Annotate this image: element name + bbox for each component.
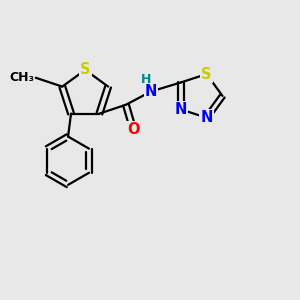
Text: N: N	[200, 110, 213, 125]
Text: H: H	[140, 73, 151, 85]
Text: S: S	[80, 62, 91, 77]
Text: N: N	[145, 84, 157, 99]
Text: S: S	[201, 67, 212, 82]
Text: N: N	[175, 102, 187, 117]
Text: CH₃: CH₃	[9, 71, 34, 84]
Text: O: O	[127, 122, 140, 137]
